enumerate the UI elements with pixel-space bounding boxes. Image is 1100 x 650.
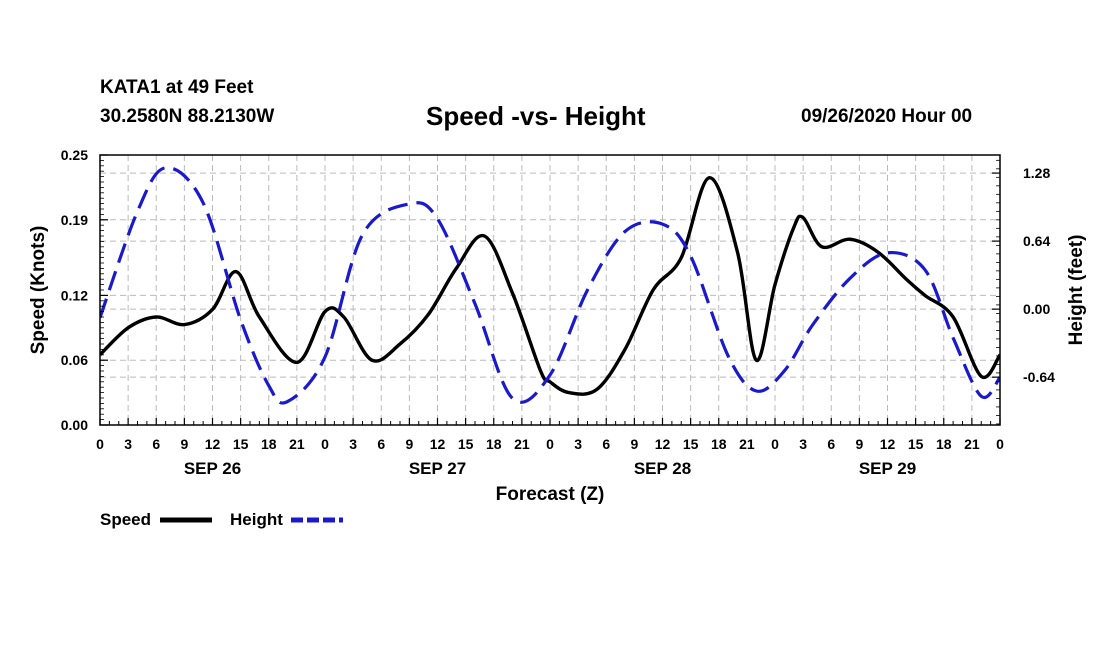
date-label: SEP 27 bbox=[409, 459, 466, 478]
y2-tick-label: 1.28 bbox=[1023, 165, 1050, 181]
legend: Speed Height bbox=[100, 510, 343, 529]
date-label: SEP 28 bbox=[634, 459, 691, 478]
x-tick-label: 21 bbox=[289, 436, 305, 452]
x-tick-label: 15 bbox=[908, 436, 924, 452]
x-tick-label: 9 bbox=[630, 436, 638, 452]
x-tick-label: 0 bbox=[546, 436, 554, 452]
grid-lines bbox=[100, 155, 1000, 425]
x-tick-label: 12 bbox=[205, 436, 221, 452]
y2-tick-label: -0.64 bbox=[1023, 369, 1055, 385]
x-tick-label: 15 bbox=[233, 436, 249, 452]
x-tick-label: 12 bbox=[430, 436, 446, 452]
x-axis-title: Forecast (Z) bbox=[496, 484, 605, 505]
x-tick-label: 18 bbox=[936, 436, 952, 452]
x-tick-label: 9 bbox=[855, 436, 863, 452]
y2-tick-label: 0.00 bbox=[1023, 301, 1050, 317]
x-tick-label: 18 bbox=[711, 436, 727, 452]
series-line-height bbox=[100, 166, 1000, 405]
y2-tick-label: 0.64 bbox=[1023, 233, 1050, 249]
x-tick-label: 15 bbox=[458, 436, 474, 452]
x-tick-label: 18 bbox=[486, 436, 502, 452]
x-tick-label: 6 bbox=[152, 436, 160, 452]
series-layer bbox=[100, 166, 1000, 405]
x-tick-label: 12 bbox=[655, 436, 671, 452]
y-tick-label: 0.12 bbox=[61, 287, 88, 303]
date-label: SEP 29 bbox=[859, 459, 916, 478]
y2-axis-title: Height (feet) bbox=[1066, 235, 1087, 346]
forecast-timestamp: 09/26/2020 Hour 00 bbox=[801, 106, 973, 127]
x-tick-label: 0 bbox=[771, 436, 779, 452]
y-axis-title: Speed (Knots) bbox=[28, 226, 49, 355]
x-tick-label: 0 bbox=[996, 436, 1004, 452]
x-tick-label: 0 bbox=[96, 436, 104, 452]
x-tick-label: 3 bbox=[349, 436, 357, 452]
axes-layer: 0 3 6 9 12 15 18 21 0 3 6 9 12 15 18 21 0 3 6 9 12 15 18 21 0 3 6 9… bbox=[61, 147, 1055, 478]
y-tick-label: 0.06 bbox=[61, 352, 88, 368]
x-tick-label: 15 bbox=[683, 436, 699, 452]
x-tick-label: 6 bbox=[827, 436, 835, 452]
x-tick-label: 12 bbox=[880, 436, 896, 452]
chart-title: Speed -vs- Height bbox=[426, 101, 646, 131]
series-line-speed bbox=[100, 176, 1000, 396]
station-label: KATA1 at 49 Feet bbox=[100, 77, 254, 98]
x-tick-label: 6 bbox=[377, 436, 385, 452]
x-tick-label: 3 bbox=[574, 436, 582, 452]
legend-label-speed: Speed bbox=[100, 510, 151, 529]
y-tick-label: 0.25 bbox=[61, 147, 88, 163]
y-tick-label: 0.19 bbox=[61, 212, 88, 228]
x-tick-label: 6 bbox=[602, 436, 610, 452]
date-label: SEP 26 bbox=[184, 459, 241, 478]
x-tick-label: 21 bbox=[964, 436, 980, 452]
legend-label-height: Height bbox=[230, 510, 283, 529]
x-tick-label: 21 bbox=[514, 436, 530, 452]
x-tick-label: 9 bbox=[180, 436, 188, 452]
x-tick-label: 21 bbox=[739, 436, 755, 452]
x-tick-label: 9 bbox=[405, 436, 413, 452]
x-tick-label: 3 bbox=[799, 436, 807, 452]
x-tick-label: 0 bbox=[321, 436, 329, 452]
y-tick-label: 0.00 bbox=[61, 417, 88, 433]
x-tick-label: 18 bbox=[261, 436, 277, 452]
x-tick-label: 3 bbox=[124, 436, 132, 452]
coordinates-label: 30.2580N 88.2130W bbox=[100, 106, 275, 127]
